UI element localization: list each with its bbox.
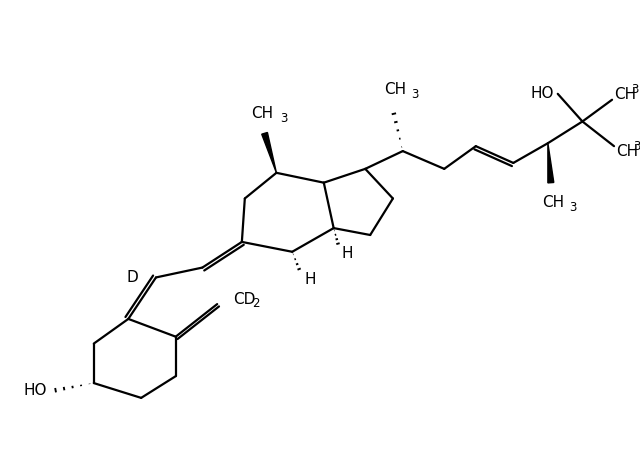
Text: CH: CH bbox=[384, 82, 406, 97]
Text: H: H bbox=[304, 272, 316, 287]
Text: 3: 3 bbox=[412, 88, 419, 102]
Polygon shape bbox=[548, 143, 554, 183]
Text: CD: CD bbox=[233, 292, 255, 306]
Text: HO: HO bbox=[531, 86, 554, 102]
Polygon shape bbox=[262, 133, 276, 173]
Text: CH: CH bbox=[614, 87, 636, 102]
Text: CH: CH bbox=[616, 144, 638, 158]
Text: CH: CH bbox=[252, 106, 274, 121]
Text: CH: CH bbox=[541, 195, 564, 210]
Text: 3: 3 bbox=[631, 83, 638, 96]
Text: H: H bbox=[342, 246, 353, 261]
Text: 3: 3 bbox=[570, 201, 577, 214]
Text: 2: 2 bbox=[252, 297, 259, 310]
Text: HO: HO bbox=[24, 384, 47, 399]
Text: D: D bbox=[127, 270, 138, 285]
Text: 3: 3 bbox=[280, 112, 288, 125]
Text: 3: 3 bbox=[633, 140, 640, 153]
